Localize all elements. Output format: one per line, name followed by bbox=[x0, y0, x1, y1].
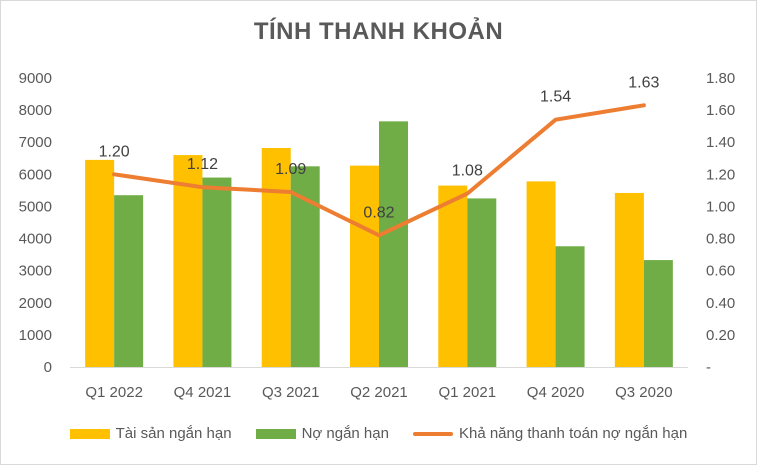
y-right-tick-label: 0.80 bbox=[706, 231, 735, 248]
y-right-tick-label: 0.20 bbox=[706, 327, 735, 344]
data-label-current-ratio: 1.09 bbox=[275, 161, 306, 178]
y-right-tick-label: 1.20 bbox=[706, 166, 735, 183]
legend-item-current-liabilities: Nợ ngắn hạn bbox=[255, 425, 389, 442]
legend-label-current-liabilities: Nợ ngắn hạn bbox=[301, 425, 389, 442]
bar-current-liabilities bbox=[467, 198, 497, 367]
y-left-tick-label: 7000 bbox=[19, 134, 52, 151]
chart-title: TÍNH THANH KHOẢN bbox=[253, 18, 504, 45]
x-tick-label: Q4 2021 bbox=[174, 384, 232, 401]
bar-current-assets bbox=[526, 181, 556, 367]
y-right-tick-label: 1.40 bbox=[706, 134, 735, 151]
data-label-current-ratio: 1.63 bbox=[628, 74, 659, 91]
bar-current-assets bbox=[438, 185, 468, 367]
y-left-tick-label: 6000 bbox=[19, 166, 52, 183]
y-left-tick-label: 5000 bbox=[19, 198, 52, 215]
bar-current-liabilities bbox=[114, 195, 144, 367]
data-label-current-ratio: 1.54 bbox=[540, 89, 571, 106]
y-right-tick-label: 1.80 bbox=[706, 70, 735, 87]
x-tick-label: Q3 2020 bbox=[615, 384, 673, 401]
bar-current-assets bbox=[261, 148, 291, 367]
legend-item-current-ratio: Khả năng thanh toán nợ ngắn hạn bbox=[412, 425, 688, 442]
bar-current-liabilities bbox=[379, 121, 408, 367]
y-right-tick-label: 1.60 bbox=[706, 102, 735, 119]
data-label-current-ratio: 1.08 bbox=[452, 163, 483, 180]
data-label-current-ratio: 1.20 bbox=[99, 143, 130, 160]
y-right-tick-label: - bbox=[706, 359, 711, 376]
y-left-tick-label: 0 bbox=[44, 359, 52, 376]
y-right-tick-label: 1.00 bbox=[706, 198, 735, 215]
legend-label-current-assets: Tài sản ngắn hạn bbox=[115, 425, 232, 442]
legend-swatch-current-assets bbox=[69, 428, 110, 439]
bar-current-liabilities bbox=[290, 166, 320, 367]
y-left-tick-label: 4000 bbox=[19, 231, 52, 248]
y-right-tick-label: 0.60 bbox=[706, 263, 735, 280]
x-tick-label: Q3 2021 bbox=[262, 384, 320, 401]
bar-current-liabilities bbox=[643, 260, 673, 367]
bar-current-assets bbox=[173, 155, 203, 367]
bar-current-assets bbox=[614, 192, 644, 367]
legend-label-current-ratio: Khả năng thanh toán nợ ngắn hạn bbox=[458, 425, 688, 442]
line-current-ratio bbox=[112, 103, 646, 238]
bar-current-liabilities bbox=[555, 246, 585, 367]
chart-legend: Tài sản ngắn hạn Nợ ngắn hạn Khả năng th… bbox=[0, 425, 757, 442]
x-tick-label: Q1 2021 bbox=[439, 384, 497, 401]
data-label-current-ratio: 0.82 bbox=[363, 204, 394, 221]
legend-swatch-current-liabilities bbox=[255, 428, 296, 439]
bar-current-liabilities bbox=[202, 177, 232, 367]
x-tick-label: Q4 2020 bbox=[527, 384, 585, 401]
x-tick-label: Q2 2021 bbox=[350, 384, 408, 401]
legend-swatch-current-ratio bbox=[412, 431, 453, 436]
bar-current-assets bbox=[350, 165, 379, 367]
y-left-tick-label: 3000 bbox=[19, 263, 52, 280]
legend-item-current-assets: Tài sản ngắn hạn bbox=[69, 425, 232, 442]
x-tick-label: Q1 2022 bbox=[85, 384, 143, 401]
y-left-tick-label: 9000 bbox=[19, 70, 52, 87]
data-label-current-ratio: 1.12 bbox=[187, 156, 218, 173]
y-left-tick-label: 1000 bbox=[19, 327, 52, 344]
y-right-tick-label: 0.40 bbox=[706, 295, 735, 312]
bar-current-assets bbox=[85, 159, 115, 367]
y-left-tick-label: 8000 bbox=[19, 102, 52, 119]
y-left-tick-label: 2000 bbox=[19, 295, 52, 312]
